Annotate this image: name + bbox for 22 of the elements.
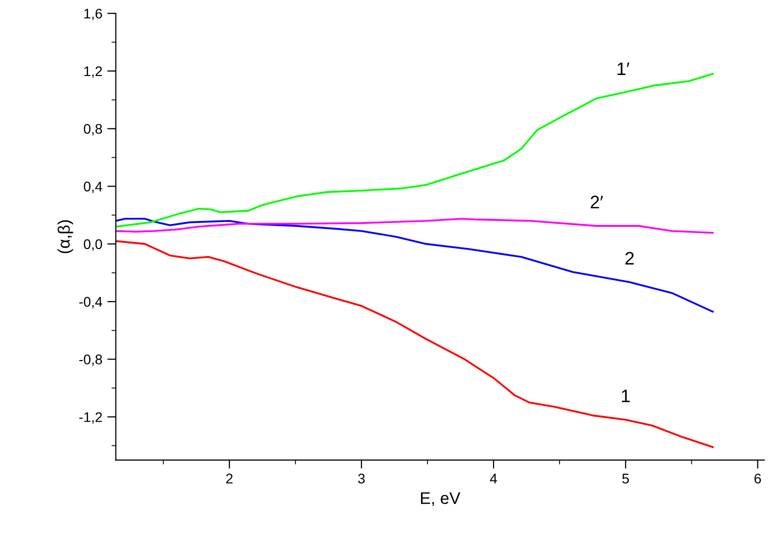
y-tick-label: 0,4 [84, 182, 102, 194]
y-axis-title: (α,β) [58, 220, 74, 254]
y-tick-label: 1,6 [84, 8, 102, 20]
y-tick-label: -1,2 [79, 412, 102, 424]
line-series [116, 218, 714, 234]
y-tick-label: -0,8 [79, 354, 102, 366]
y-tick-label: 0,8 [84, 124, 102, 136]
series-label: 2′ [590, 196, 603, 208]
x-axis-title: E, eV [421, 492, 460, 506]
x-tick-label: 2 [226, 474, 233, 484]
x-tick-label: 6 [754, 474, 761, 484]
line-series [116, 240, 714, 448]
x-tick-label: 5 [622, 474, 629, 484]
series-label: 1 [622, 390, 630, 402]
x-tick-label: 3 [358, 474, 365, 484]
y-tick-label: 1,2 [84, 66, 102, 78]
y-tick-label: -0,4 [79, 296, 102, 308]
line-series [116, 218, 714, 313]
y-tick-label: 0,0 [84, 239, 102, 251]
series-label: 2 [625, 252, 634, 264]
series-label: 1′ [618, 62, 630, 75]
x-tick-label: 4 [490, 474, 497, 484]
